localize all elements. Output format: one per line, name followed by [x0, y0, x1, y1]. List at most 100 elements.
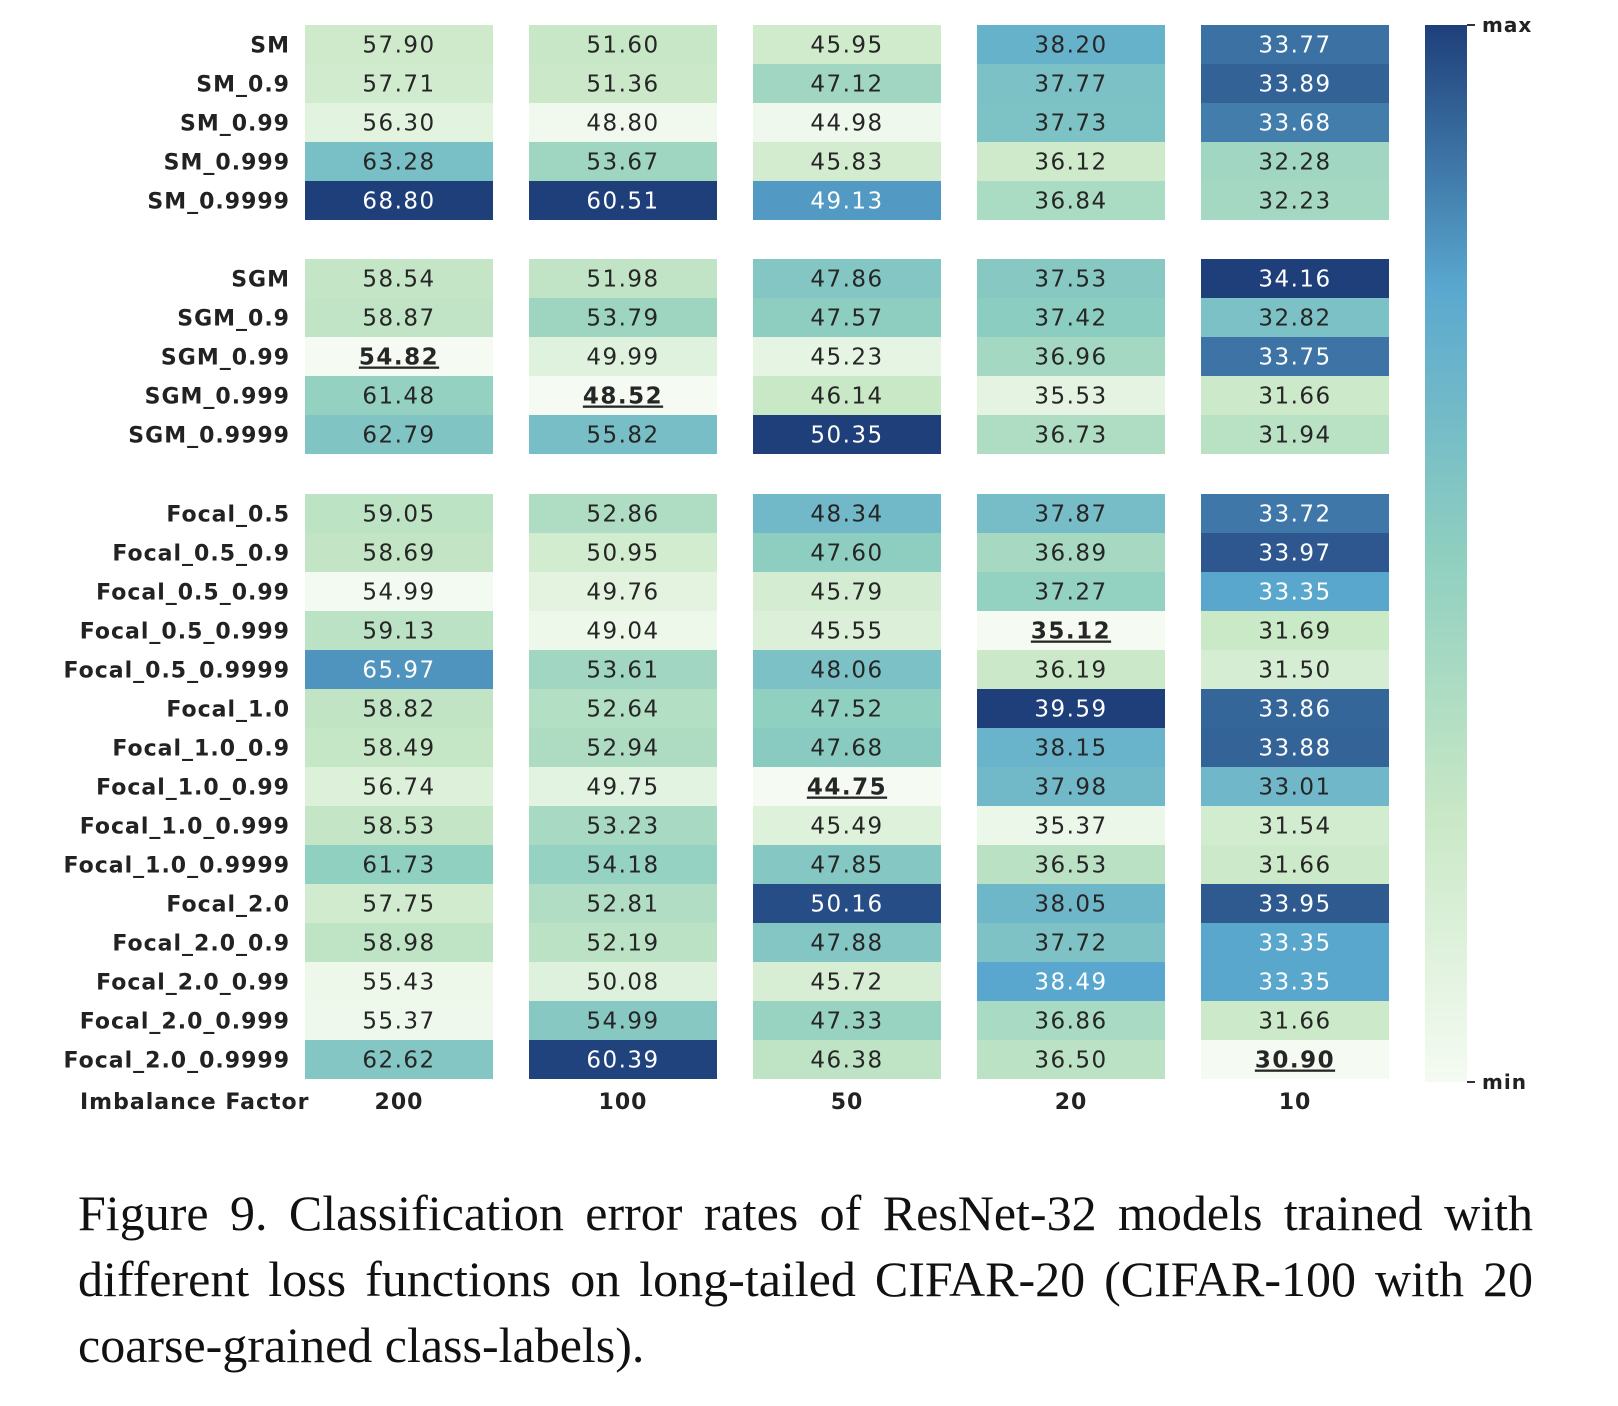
- cell-value-label: 38.49: [1034, 970, 1107, 996]
- cell-value-label: 61.73: [362, 853, 435, 879]
- heatmap-cell: [1201, 962, 1389, 1001]
- cell-value-label: 58.87: [362, 306, 435, 332]
- heatmap-cell: [529, 923, 717, 962]
- heatmap-cell: [529, 259, 717, 298]
- row-label-sm: SM: [250, 34, 290, 59]
- cell-value-label: 53.23: [586, 814, 659, 840]
- cell-value-label: 36.12: [1034, 150, 1107, 176]
- cell-value-label: 38.15: [1034, 736, 1107, 762]
- cell-value-label: 52.19: [586, 931, 659, 957]
- heatmap-cell: [977, 298, 1165, 337]
- cell-value-label: 49.04: [586, 619, 659, 645]
- cell-value-label: 33.35: [1258, 931, 1331, 957]
- cell-value-label: 50.08: [586, 970, 659, 996]
- heatmap-cell: [1201, 650, 1389, 689]
- heatmap-cell: [977, 103, 1165, 142]
- heatmap-cell: [305, 298, 493, 337]
- cell-value-label: 65.97: [362, 658, 435, 684]
- heatmap-cell: [1201, 572, 1389, 611]
- heatmap-cell: [977, 533, 1165, 572]
- row-label-focal-2-0-0-99: Focal_2.0_0.99: [96, 971, 290, 996]
- cell-value-label: 36.96: [1034, 345, 1107, 371]
- cell-value-label: 36.50: [1034, 1048, 1107, 1074]
- heatmap-cell: [977, 1040, 1165, 1079]
- cell-value-label: 59.13: [362, 619, 435, 645]
- column-label-20: 20: [1055, 1090, 1088, 1115]
- heatmap-cell: [753, 962, 941, 1001]
- cell-value-label: 37.27: [1034, 580, 1107, 606]
- heatmap-cell: [529, 728, 717, 767]
- cell-value-label: 54.18: [586, 853, 659, 879]
- cell-value-label: 32.82: [1258, 306, 1331, 332]
- heatmap-cell: [1201, 376, 1389, 415]
- heatmap-cell: [977, 923, 1165, 962]
- heatmap-cell: [977, 572, 1165, 611]
- cell-value-label: 48.80: [586, 111, 659, 137]
- column-label-100: 100: [599, 1090, 648, 1115]
- cell-value-label: 31.54: [1258, 814, 1331, 840]
- cell-value-label: 45.72: [810, 970, 883, 996]
- heatmap-cell: [1201, 337, 1389, 376]
- heatmap-cell: [529, 376, 717, 415]
- colorbar-max-label: max: [1482, 13, 1532, 37]
- cell-value-label: 52.64: [586, 697, 659, 723]
- heatmap-cell: [305, 376, 493, 415]
- row-label-focal-1-0-0-99: Focal_1.0_0.99: [96, 776, 290, 801]
- heatmap-cell: [529, 103, 717, 142]
- heatmap-cell: [753, 337, 941, 376]
- cell-value-label: 37.72: [1034, 931, 1107, 957]
- cell-value-label: 36.86: [1034, 1009, 1107, 1035]
- cell-value-label: 33.86: [1258, 697, 1331, 723]
- cell-value-label: 35.37: [1034, 814, 1107, 840]
- heatmap-cell: [305, 923, 493, 962]
- cell-value-label: 30.90: [1255, 1048, 1335, 1074]
- cell-value-label: 58.54: [362, 267, 435, 293]
- cell-value-label: 33.77: [1258, 33, 1331, 59]
- heatmap-cell: [977, 611, 1165, 650]
- cell-value-label: 54.99: [586, 1009, 659, 1035]
- cell-value-label: 37.87: [1034, 502, 1107, 528]
- heatmap-cell: [529, 650, 717, 689]
- row-label-sm-0-999: SM_0.999: [164, 151, 290, 176]
- heatmap-cell: [305, 767, 493, 806]
- cell-value-label: 45.83: [810, 150, 883, 176]
- cell-value-label: 53.67: [586, 150, 659, 176]
- row-label-sgm-0-9999: SGM_0.9999: [128, 424, 290, 449]
- cell-value-label: 51.98: [586, 267, 659, 293]
- x-axis-label: Imbalance Factor: [80, 1090, 309, 1115]
- heatmap-cell: [1201, 181, 1389, 220]
- heatmap-cell: [977, 142, 1165, 181]
- heatmap-cell: [977, 689, 1165, 728]
- heatmap-cell: [753, 494, 941, 533]
- cell-value-label: 35.12: [1031, 619, 1111, 645]
- heatmap-cell: [305, 142, 493, 181]
- cell-value-label: 58.98: [362, 931, 435, 957]
- heatmap-cell: [1201, 259, 1389, 298]
- cell-value-label: 38.20: [1034, 33, 1107, 59]
- cell-value-label: 33.95: [1258, 892, 1331, 918]
- heatmap-cell: [753, 689, 941, 728]
- figure-caption: Figure 9. Classification error rates of …: [78, 1185, 1533, 1373]
- cell-value-label: 47.33: [810, 1009, 883, 1035]
- heatmap-cell: [305, 533, 493, 572]
- heatmap-cell: [977, 64, 1165, 103]
- cell-value-label: 37.77: [1034, 72, 1107, 98]
- row-label-focal-0-5-0-9: Focal_0.5_0.9: [112, 542, 290, 567]
- cell-value-label: 37.53: [1034, 267, 1107, 293]
- cell-value-label: 46.38: [810, 1048, 883, 1074]
- row-labels: SM SM_0.9 SM_0.99 SM_0.999 SM_0.9999 SGM SGM_0…: [63, 34, 290, 1074]
- heatmap-cell: [977, 415, 1165, 454]
- heatmap-cell: [753, 64, 941, 103]
- row-label-focal-1-0: Focal_1.0: [166, 698, 290, 723]
- row-label-focal-0-5-0-9999: Focal_0.5_0.9999: [63, 659, 290, 684]
- heatmap-cell: [977, 767, 1165, 806]
- heatmap-cell: [305, 259, 493, 298]
- cell-value-label: 52.94: [586, 736, 659, 762]
- heatmap-cell: [1201, 884, 1389, 923]
- heatmap-cell: [753, 806, 941, 845]
- heatmap-cell: [1201, 689, 1389, 728]
- cell-value-label: 33.35: [1258, 970, 1331, 996]
- heatmap-cell: [529, 767, 717, 806]
- cell-value-label: 36.89: [1034, 541, 1107, 567]
- heatmap-cell: [753, 415, 941, 454]
